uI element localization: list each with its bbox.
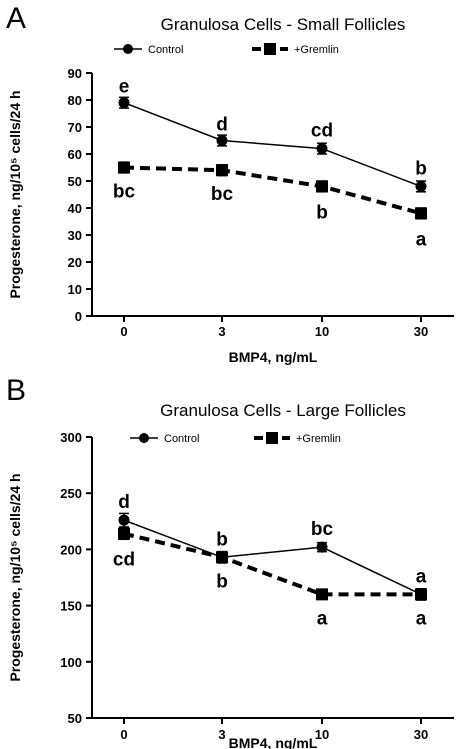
y-tick-label: 20 (68, 255, 82, 270)
y-tick-label: 50 (68, 174, 82, 189)
series-control: d b bc a (118, 492, 427, 601)
significance-label: d (216, 115, 228, 136)
significance-label: b (216, 529, 228, 550)
series-line (123, 165, 422, 216)
y-tick-label: 80 (68, 93, 82, 108)
legend-control-label: Control (148, 44, 183, 56)
y-tick-label: 40 (68, 201, 82, 216)
legend-gremlin: +Gremlin (254, 432, 341, 445)
significance-label: cd (113, 550, 135, 571)
chart-title: Granulosa Cells - Small Follicles (161, 15, 406, 34)
data-point (316, 541, 328, 553)
data-point (316, 588, 328, 601)
panel-letter: A (6, 2, 26, 35)
data-point (118, 514, 130, 526)
legend-control-label: Control (164, 433, 199, 445)
series-line (123, 102, 422, 188)
significance-label: bc (113, 182, 136, 203)
significance-label: b (415, 158, 427, 179)
series-control: e d cd b (118, 77, 427, 193)
y-tick-label: 70 (68, 120, 82, 135)
y-axis-label: Progesterone, ng/10⁵ cells/24 h (7, 90, 23, 298)
x-axis-label: BMP4, ng/mL (229, 735, 318, 749)
legend-control-marker (123, 44, 133, 54)
data-point (216, 164, 228, 177)
legend-control: Control (130, 433, 199, 445)
series-line (123, 519, 422, 596)
legend-gremlin-label: +Gremlin (294, 44, 339, 56)
x-tick-label: 10 (315, 727, 329, 742)
x-tick-label: 3 (218, 727, 225, 742)
y-tick-label: 0 (75, 309, 82, 324)
x-tick-label: 10 (315, 324, 329, 339)
significance-label: bc (211, 184, 234, 205)
data-point (216, 135, 228, 146)
data-point (316, 180, 328, 193)
significance-label: a (416, 608, 427, 629)
x-tick-label: 0 (120, 727, 127, 742)
legend-gremlin-marker (266, 432, 278, 444)
data-point (415, 180, 427, 192)
significance-label: a (416, 229, 427, 250)
x-tick-label: 0 (120, 324, 127, 339)
significance-label: bc (311, 519, 334, 540)
data-point (415, 207, 427, 220)
y-tick-label: 100 (60, 655, 82, 670)
significance-label: cd (311, 121, 333, 142)
y-tick-label: 60 (68, 147, 82, 162)
legend-control-marker (139, 433, 149, 443)
y-tick-label: 250 (60, 486, 82, 501)
y-tick-label: 300 (60, 430, 82, 445)
x-axis-label: BMP4, ng/mL (229, 349, 318, 365)
chart-title: Granulosa Cells - Large Follicles (160, 401, 406, 420)
data-point (118, 97, 130, 109)
y-tick-label: 50 (68, 711, 82, 726)
significance-label: b (216, 571, 228, 592)
panel-a: A Granulosa Cells - Small Follicles Contro… (6, 2, 454, 365)
legend-gremlin-marker (264, 43, 276, 55)
legend-gremlin-label: +Gremlin (296, 433, 341, 445)
data-point (216, 551, 228, 564)
legend-gremlin: +Gremlin (252, 43, 339, 56)
significance-label: d (118, 492, 130, 513)
series-line (123, 531, 421, 597)
y-axis-label: Progesterone, ng/10⁵ cells/24 h (7, 473, 23, 681)
data-point (415, 588, 427, 601)
data-point (118, 527, 130, 540)
significance-label: e (119, 77, 130, 98)
y-tick-label: 10 (68, 282, 82, 297)
panel-b: B Granulosa Cells - Large Follicles Contro… (6, 374, 454, 749)
y-tick-label: 90 (68, 66, 82, 81)
x-tick-label: 30 (414, 727, 428, 742)
y-tick-label: 200 (60, 542, 82, 557)
significance-label: b (316, 202, 328, 223)
series-gremlin: bc bc b a (113, 161, 427, 250)
significance-label: a (416, 566, 427, 587)
data-point (118, 161, 130, 174)
significance-label: a (317, 608, 328, 629)
x-tick-label: 3 (218, 324, 225, 339)
y-tick-label: 30 (68, 228, 82, 243)
panel-letter: B (6, 374, 26, 407)
x-tick-label: 30 (414, 324, 428, 339)
data-point (316, 143, 328, 155)
y-tick-label: 150 (60, 599, 82, 614)
legend-control: Control (114, 44, 183, 56)
